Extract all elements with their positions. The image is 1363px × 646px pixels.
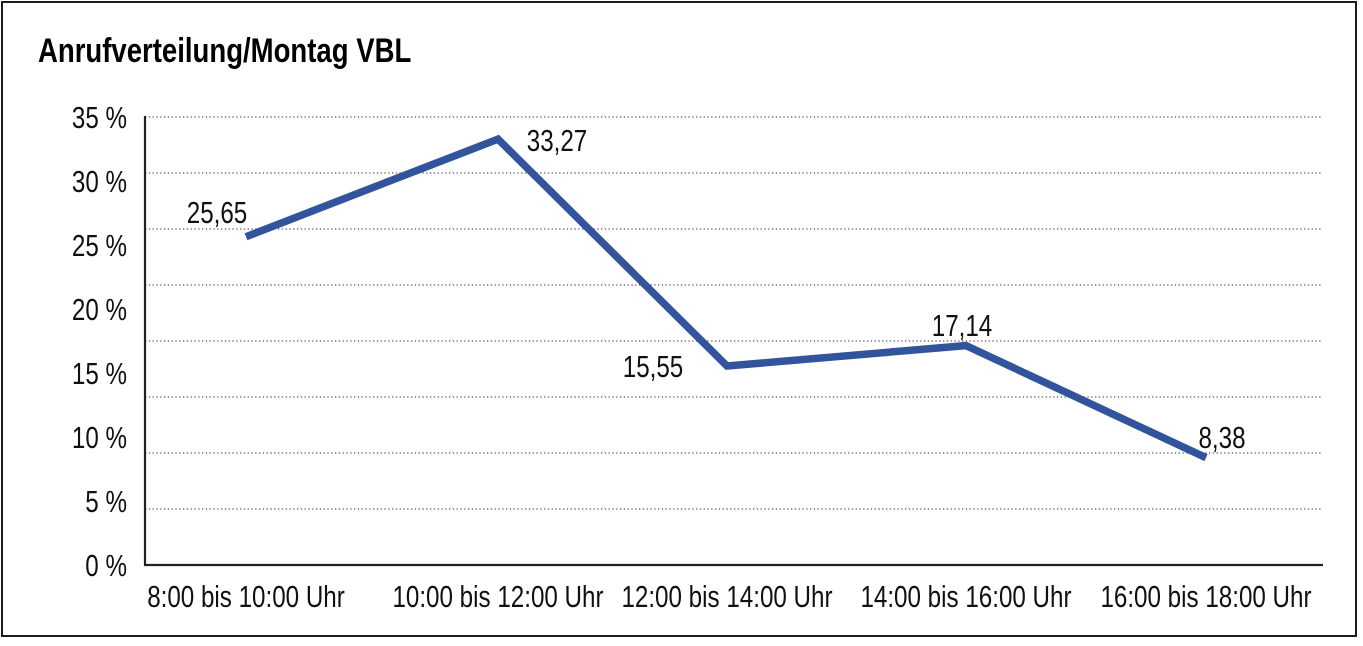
plot-area: 35 % 30 % 25 % 20 % 15 % 10 % 5 % 0 % 8:00 bis 1… xyxy=(72,100,1323,614)
y-axis-tick-label: 25 % xyxy=(72,228,127,263)
data-point-label: 17,14 xyxy=(932,308,993,343)
y-axis-tick-label: 10 % xyxy=(72,420,127,455)
data-point-label: 8,38 xyxy=(1198,420,1245,455)
x-axis-category-label: 14:00 bis 16:00 Uhr xyxy=(860,579,1071,614)
y-axis-tick-label: 30 % xyxy=(72,164,127,199)
y-axis-tick-label: 5 % xyxy=(85,484,127,519)
data-series-line xyxy=(244,134,1208,462)
data-point-label: 25,65 xyxy=(187,195,248,230)
y-axis-tick-label: 35 % xyxy=(72,100,127,135)
data-point-label: 33,27 xyxy=(527,123,588,158)
y-axis-tick-label: 15 % xyxy=(72,356,127,391)
axis-lines xyxy=(143,116,1323,567)
x-axis-category-label: 16:00 bis 18:00 Uhr xyxy=(1100,579,1311,614)
chart-title: Anrufverteilung/Montag VBL xyxy=(38,32,411,70)
x-axis-category-label: 8:00 bis 10:00 Uhr xyxy=(147,579,345,614)
y-axis-tick-label: 0 % xyxy=(85,548,127,583)
data-point-label: 15,55 xyxy=(623,349,684,384)
window-frame xyxy=(1,1,1357,637)
x-axis-category-label: 12:00 bis 14:00 Uhr xyxy=(621,579,832,614)
y-axis-tick-label: 20 % xyxy=(72,292,127,327)
x-axis-category-label: 10:00 bis 12:00 Uhr xyxy=(392,579,603,614)
